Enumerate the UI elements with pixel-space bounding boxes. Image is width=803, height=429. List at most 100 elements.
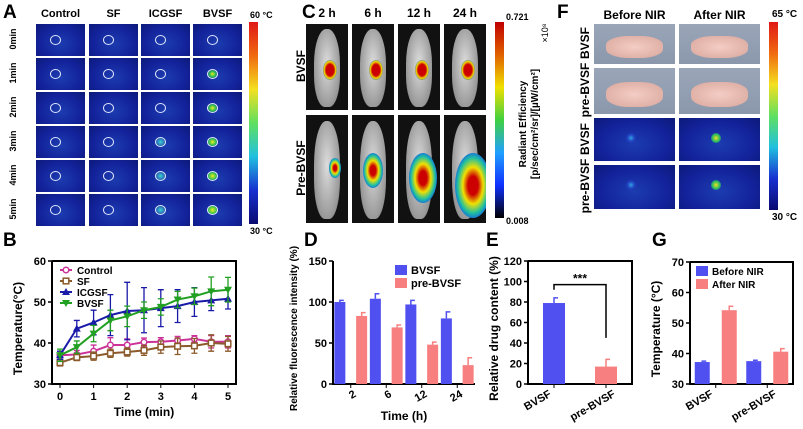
column-header: ICGSF bbox=[148, 8, 183, 20]
error-bar bbox=[467, 357, 473, 366]
y-tick-label: 50 bbox=[672, 318, 684, 330]
legend-label: Before NIR bbox=[712, 267, 764, 278]
thermal-image bbox=[678, 164, 761, 210]
column-header: Before NIR bbox=[603, 8, 666, 22]
tumor-circle bbox=[102, 103, 114, 113]
bar bbox=[356, 315, 368, 384]
tumor-circle bbox=[49, 137, 61, 147]
thermal-image bbox=[35, 23, 86, 57]
data-point bbox=[123, 348, 131, 356]
y-tick-label: 40 bbox=[34, 338, 46, 350]
bar bbox=[773, 351, 789, 384]
fluorescence-image bbox=[397, 114, 441, 224]
y-tick-label: 50 bbox=[315, 338, 327, 350]
y-tick-label: 50 bbox=[34, 297, 46, 309]
mouse-in-photo bbox=[606, 36, 663, 58]
tumor-circle bbox=[102, 171, 114, 181]
error-bar bbox=[753, 359, 758, 362]
tumor-circle bbox=[206, 103, 218, 113]
thermal-image bbox=[192, 91, 243, 125]
mouse-in-photo bbox=[691, 36, 748, 58]
bar bbox=[440, 318, 452, 384]
error-bar bbox=[410, 299, 415, 305]
x-tick-label: 5 bbox=[225, 391, 231, 403]
data-point bbox=[173, 296, 182, 304]
thermal-image bbox=[192, 159, 243, 193]
y-tick-label: 70 bbox=[672, 257, 684, 269]
tumor-circle bbox=[49, 69, 61, 79]
data-point bbox=[224, 340, 232, 348]
tumor-circle bbox=[49, 35, 61, 45]
fluorescence-image bbox=[351, 114, 395, 224]
bar bbox=[595, 366, 617, 384]
legend-label: Control bbox=[77, 266, 113, 277]
data-point bbox=[123, 313, 132, 321]
x-axis-label: Time (min) bbox=[114, 405, 174, 419]
error-bar bbox=[605, 358, 610, 367]
panel-label-e: E bbox=[486, 230, 499, 251]
thermal-image bbox=[593, 117, 676, 162]
thermal-image bbox=[88, 23, 139, 57]
y-tick-label: 30 bbox=[34, 379, 46, 391]
thermal-image bbox=[35, 91, 86, 125]
panel-f-colorbar bbox=[769, 22, 778, 210]
x-tick-label: BVSF bbox=[522, 388, 554, 413]
data-point bbox=[174, 342, 182, 350]
fluorescence-image bbox=[397, 23, 441, 111]
data-point bbox=[190, 342, 198, 350]
column-header: 2 h bbox=[318, 6, 336, 20]
legend-swatch bbox=[696, 266, 708, 276]
x-tick-label: 12 bbox=[413, 388, 430, 405]
panel-label-d: D bbox=[304, 230, 318, 251]
x-tick-label: 2 bbox=[124, 391, 130, 403]
error-bar bbox=[728, 305, 734, 311]
panel-c-colorbar bbox=[495, 22, 504, 218]
legend-marker bbox=[62, 300, 70, 307]
thermal-image bbox=[35, 57, 86, 91]
hot-spot bbox=[711, 133, 722, 144]
error-bar bbox=[339, 299, 344, 302]
data-point bbox=[224, 286, 232, 294]
y-tick-label: 100 bbox=[309, 297, 327, 309]
tumor-circle bbox=[154, 35, 166, 45]
x-tick-label: 6 bbox=[382, 388, 393, 401]
data-point bbox=[106, 349, 114, 357]
data-point bbox=[72, 324, 81, 332]
mouse-photo bbox=[678, 67, 761, 115]
x-tick-label: BVSF bbox=[684, 388, 716, 413]
legend-swatch bbox=[395, 265, 407, 275]
legend-marker bbox=[62, 266, 70, 274]
mouse-in-photo bbox=[691, 81, 748, 108]
legend-swatch bbox=[395, 278, 407, 288]
column-header: Control bbox=[40, 8, 81, 20]
data-point bbox=[73, 353, 81, 361]
y-tick-label: 40 bbox=[510, 338, 522, 350]
thermal-image bbox=[140, 57, 191, 91]
thermal-image bbox=[678, 117, 761, 162]
panel-f-colorbar-min: 30 °C bbox=[772, 212, 798, 223]
panel-f-colorbar-max: 65 °C bbox=[772, 9, 798, 20]
error-bar bbox=[374, 293, 380, 299]
bar bbox=[405, 304, 417, 384]
tumor-circle bbox=[102, 205, 114, 215]
y-axis-label: Temperature(°C) bbox=[11, 282, 25, 375]
x-tick-label: pre-BVSF bbox=[568, 388, 618, 424]
mouse-photo bbox=[678, 23, 761, 65]
tumor-circle bbox=[102, 137, 114, 147]
x-tick-label: 3 bbox=[158, 391, 164, 403]
thermal-image bbox=[192, 57, 243, 91]
panel-c-colorbar-min: 0.008 bbox=[506, 216, 529, 226]
tumor-circle bbox=[154, 137, 166, 147]
data-point bbox=[140, 307, 148, 315]
bar bbox=[543, 303, 565, 384]
legend-label: After NIR bbox=[712, 280, 756, 291]
legend-marker bbox=[62, 288, 70, 295]
y-axis-label: Temperature (°C) bbox=[649, 281, 663, 378]
tumor-circle bbox=[49, 103, 61, 113]
x-axis-label: Time (h) bbox=[381, 409, 427, 423]
tumor-circle bbox=[49, 171, 61, 181]
legend-label: SF bbox=[77, 277, 90, 288]
tumor-signal bbox=[368, 60, 383, 81]
thermal-image bbox=[88, 193, 139, 227]
